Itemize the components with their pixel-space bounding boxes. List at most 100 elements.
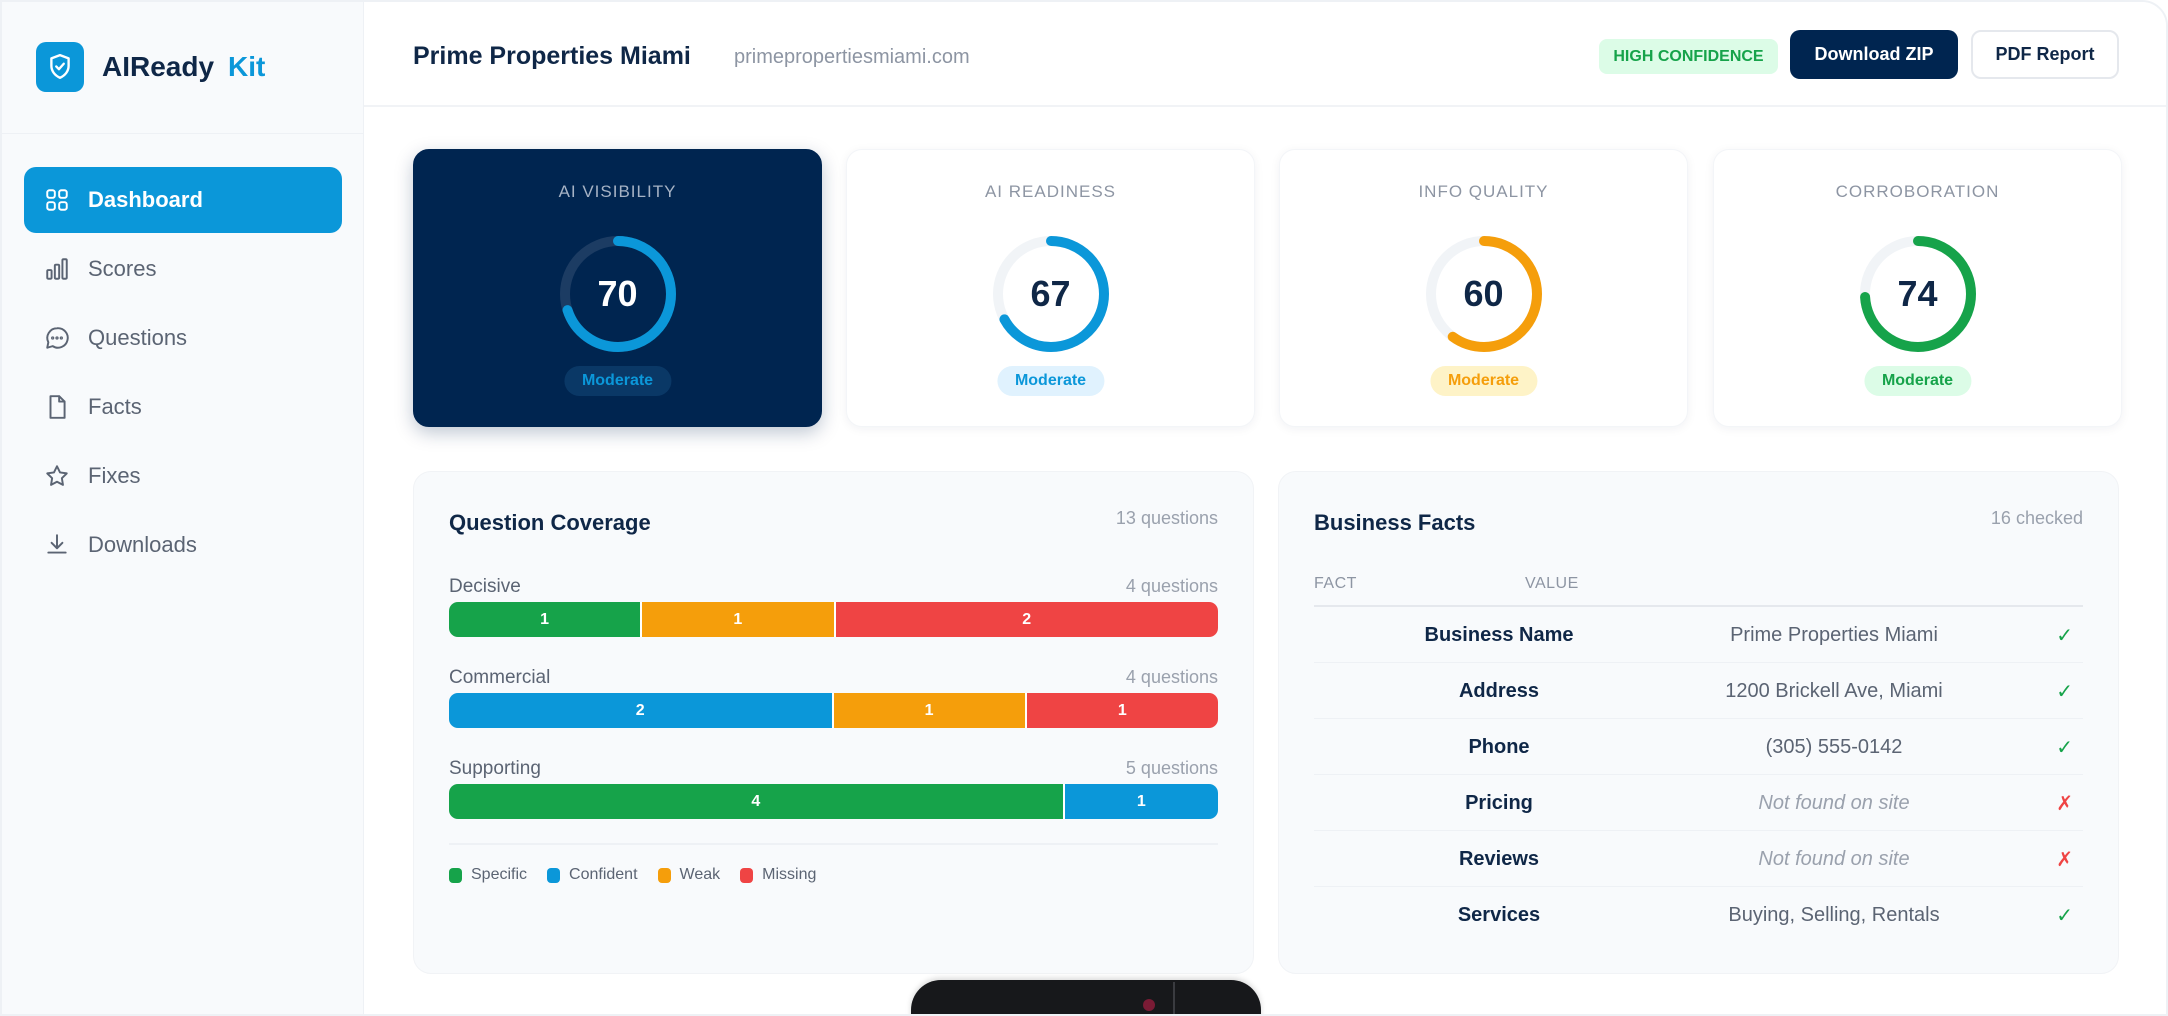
bar-segment-confident[interactable]: 2 [449,693,834,728]
check-icon: ✓ [2056,624,2073,647]
bar-segment-confident[interactable]: 1 [1064,784,1218,819]
question-total: 13 questions [1115,508,1218,528]
bar-segment-specific[interactable]: 4 [449,784,1065,819]
bar-chart-icon [46,258,68,280]
check-icon: ✓ [2056,680,2073,703]
column-header-value: VALUE [1525,575,1579,592]
brand-name: AIReady [102,51,215,82]
legend-item-specific: Specific [449,866,527,884]
category-count: 4 questions [1125,576,1218,596]
fact-name: Pricing [1465,791,1533,814]
score-ring: 70 [558,234,678,354]
score-card-ai-visibility[interactable]: AI VISIBILITY 70 Moderate [413,149,822,427]
score-value: 60 [1463,273,1504,314]
score-ring: 74 [1858,234,1978,354]
score-card-info-quality[interactable]: INFO QUALITY 60 Moderate [1279,149,1688,427]
legend-label: Specific [471,866,528,883]
confidence-badge: HIGH CONFIDENCE [1599,39,1778,74]
download-icon [47,534,67,554]
shield-check-icon [36,42,84,92]
category-count: 4 questions [1125,667,1218,687]
sidebar-item-questions[interactable]: Questions [24,305,342,371]
fact-value: Prime Properties Miami [1730,623,1938,646]
ring-progress [1425,236,1542,352]
status-badge: Moderate [1429,366,1538,396]
score-card-corroboration[interactable]: CORROBORATION 74 Moderate [1713,149,2122,427]
score-ring: 67 [991,234,1111,354]
fact-value: Buying, Selling, Rentals [1728,903,1940,926]
bar-segment-specific[interactable]: 1 [449,602,643,637]
pdf-report-button[interactable]: PDF Report [1971,30,2119,79]
ring-progress [1859,236,1976,352]
ring-progress [992,236,1109,352]
score-label: INFO QUALITY [1418,182,1549,201]
fact-name: Phone [1468,735,1530,758]
download-zip-button[interactable]: Download ZIP [1790,30,1958,79]
category-name: Decisive [449,576,521,597]
status-badge: Moderate [996,366,1105,396]
table-row: Reviews Not found on site ✗ [1314,831,2083,887]
sidebar-item-downloads[interactable]: Downloads [24,512,342,578]
fact-value: (305) 555-0142 [1765,735,1903,758]
cross-icon: ✗ [2056,848,2073,871]
legend-swatch [547,867,561,883]
bar-segment-missing[interactable]: 1 [1026,693,1218,728]
status-badge: Moderate [1863,366,1972,396]
legend-label: Confident [569,866,638,883]
chat-bubble-icon [46,327,69,349]
fact-value: 1200 Brickell Ave, Miami [1725,679,1943,702]
header: Prime Properties Miami primepropertiesmi… [364,2,2166,107]
legend-swatch [657,867,671,883]
facts-checked-count: 16 checked [1990,508,2083,528]
legend-swatch [449,867,462,883]
sidebar-item-label: Questions [88,325,188,350]
column-header-fact: FACT [1314,575,1357,592]
category-name: Commercial [449,667,551,688]
category-name: Supporting [449,758,541,779]
panel-title: Question Coverage [449,510,651,535]
check-icon: ✓ [2056,736,2073,759]
score-value: 74 [1897,273,1938,314]
legend-item-confident: Confident [547,866,638,884]
category-count: 5 questions [1125,758,1218,778]
bar-segment-weak[interactable]: 1 [833,693,1027,728]
sidebar-item-dashboard[interactable]: Dashboard [24,167,342,233]
fact-name: Business Name [1424,623,1574,646]
coverage-category-decisive: Decisive 4 questions 1 1 2 [449,576,1218,646]
score-ring: 60 [1424,234,1544,354]
table-row: Business Name Prime Properties Miami ✓ [1314,607,2083,663]
fact-value: Not found on site [1758,847,1910,870]
table-row: Address 1200 Brickell Ave, Miami ✓ [1314,663,2083,719]
business-facts-panel: Business Facts 16 checked FACT VALUE Bus… [1278,471,2119,974]
sidebar-item-label: Facts [88,394,142,419]
notification-dot [1143,999,1155,1011]
logo[interactable]: AIReady Kit [36,42,265,92]
bar-segment-weak[interactable]: 1 [642,602,836,637]
coverage-category-commercial: Commercial 4 questions 2 1 1 [449,667,1218,737]
page-title: Prime Properties Miami [413,42,691,70]
score-value: 67 [1030,273,1071,314]
legend-label: Weak [679,866,721,883]
sidebar-item-label: Fixes [88,463,141,488]
fact-value: Not found on site [1758,791,1910,814]
sidebar-item-scores[interactable]: Scores [24,236,342,302]
score-label: AI VISIBILITY [558,182,677,201]
score-card-ai-readiness[interactable]: AI READINESS 67 Moderate [846,149,1255,427]
legend-item-missing: Missing [740,866,816,884]
sidebar-item-label: Scores [88,256,157,281]
score-label: AI READINESS [984,182,1117,201]
floating-toolbar[interactable] [911,980,1261,1014]
question-coverage-panel: Question Coverage 13 questions Decisive 4… [413,471,1254,974]
legend: Specific Confident Weak Missing [449,866,836,884]
sidebar: AIReady Kit Dashboard Scores Questions Fact… [2,2,364,1014]
sidebar-item-facts[interactable]: Facts [24,374,342,440]
panel-title: Business Facts [1314,510,1476,535]
fact-name: Services [1457,903,1541,926]
status-badge: Moderate [563,366,672,396]
bar-segment-missing[interactable]: 2 [835,602,1218,637]
sidebar-item-fixes[interactable]: Fixes [24,443,342,509]
star-icon [46,465,68,486]
